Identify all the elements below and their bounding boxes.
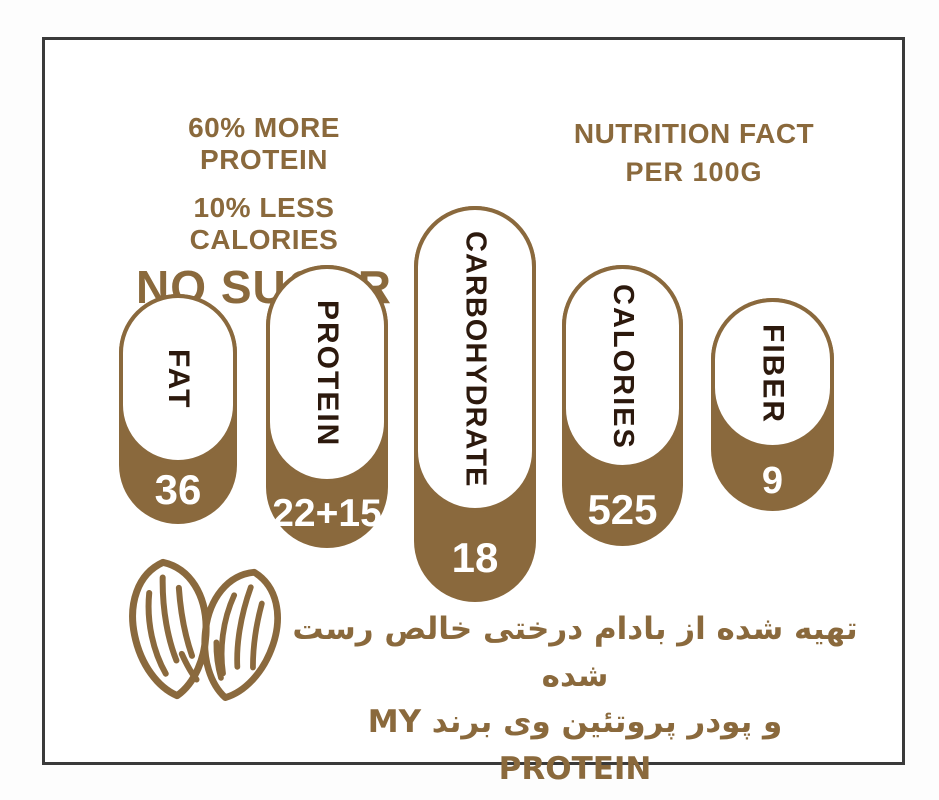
- per-100g-subtitle: PER 100G: [625, 157, 763, 187]
- footer-line-1: تهیه شده از بادام درختی خالص رست شده: [292, 611, 858, 694]
- pill-protein-label: PROTEIN: [311, 300, 344, 448]
- almond-icon: [129, 558, 281, 701]
- claim-more-protein: 60% MORE PROTEIN: [188, 112, 340, 175]
- pill-fat-label: FAT: [162, 348, 195, 410]
- pill-protein-value: 22+15: [272, 492, 382, 535]
- pill-carbohydrate-capsule: CARBOHYDRATE: [414, 206, 536, 512]
- pill-fiber-label: FIBER: [756, 323, 790, 424]
- pill-carbohydrate-value: 18: [451, 534, 499, 581]
- pill-fat-capsule: FAT: [119, 294, 237, 464]
- pill-fiber-value: 9: [761, 460, 784, 502]
- pill-calories-capsule: CALORIES: [562, 265, 683, 469]
- nutrition-fact-title: NUTRITION FACT: [573, 118, 815, 149]
- pill-fat: FAT 36: [119, 294, 237, 524]
- pill-carbohydrate: CARBOHYDRATE 18: [414, 206, 536, 602]
- pill-protein: PROTEIN 22+15: [266, 265, 388, 548]
- pill-fiber-capsule: FIBER: [711, 298, 834, 449]
- pill-calories-label: CALORIES: [607, 284, 639, 450]
- pill-fiber: FIBER 9: [711, 298, 834, 511]
- nutrition-header: NUTRITION FACT PER 100G: [564, 118, 824, 188]
- pill-protein-capsule: PROTEIN: [266, 265, 388, 483]
- pill-fat-value: 36: [154, 466, 202, 513]
- footer-description: تهیه شده از بادام درختی خالص رست شده و پ…: [288, 606, 862, 792]
- footer-line-2: و پودر پروتئین وی برند MY PROTEIN: [367, 704, 783, 787]
- claim-less-calories: 10% LESS CALORIES: [189, 192, 339, 255]
- pill-calories-value: 525: [587, 486, 658, 533]
- pill-calories: CALORIES 525: [562, 265, 683, 546]
- pill-carbohydrate-label: CARBOHYDRATE: [459, 230, 492, 488]
- claims-block: 60% MORE PROTEIN 10% LESS CALORIES NO SU…: [120, 112, 408, 314]
